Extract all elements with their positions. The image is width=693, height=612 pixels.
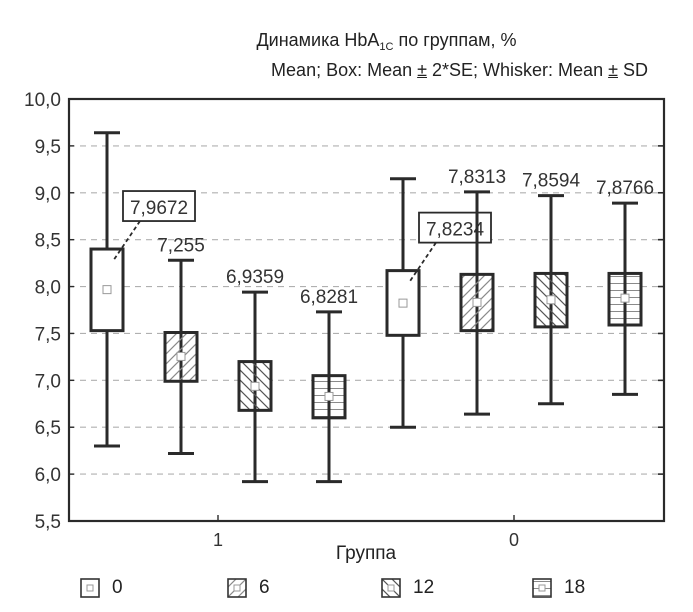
y-tick-label: 6,5 (35, 418, 61, 439)
legend-swatch-horizontal-icon (532, 578, 552, 598)
y-tick-label: 9,5 (35, 137, 61, 158)
mean-marker (102, 285, 112, 295)
value-label: 6,9359 (226, 267, 284, 288)
box-item: 7,255 (157, 235, 205, 455)
legend-label: 6 (259, 577, 270, 598)
value-label: 7,255 (157, 235, 205, 256)
box-item: 7,8234 (385, 177, 492, 429)
legend-label: 0 (112, 577, 123, 598)
value-label-box (122, 190, 196, 222)
box-item: 7,8594 (522, 171, 581, 406)
box (237, 360, 273, 412)
box-series: 7,9672 7,255 6,9359 6,8281 7,8234 7,8313 7,859… (89, 131, 654, 484)
y-tick-label: 5,5 (35, 512, 61, 533)
value-label-leader (408, 242, 437, 284)
value-label: 7,8234 (426, 220, 485, 241)
box-item: 7,8313 (448, 167, 506, 416)
title-text: Динамика HbA (256, 30, 380, 50)
legend-item-6: 6 (227, 577, 270, 599)
value-label-leader (112, 220, 141, 262)
mean-marker (546, 295, 556, 305)
legend-item-12: 12 (381, 577, 434, 599)
y-tick-label: 7,0 (35, 371, 61, 392)
box-item: 7,8766 (596, 178, 654, 396)
mean-marker (324, 391, 334, 401)
y-axis: 10,0 9,5 9,0 8,5 8,0 7,5 7,0 6,5 6,0 5,5 (24, 90, 74, 533)
y-tick-label: 10,0 (24, 90, 61, 111)
legend-item-0: 0 (80, 577, 123, 599)
legend-swatch-plain-icon (80, 578, 100, 598)
legend-item-18: 18 (532, 577, 585, 599)
y-tick-label: 8,5 (35, 231, 61, 252)
x-axis-label: Группа (336, 543, 397, 564)
legend-swatch-diag-down-icon (381, 578, 401, 598)
chart-subtitle: Mean; Box: Mean ± 2*SE; Whisker: Mean ± … (0, 60, 693, 81)
chart-title: Динамика HbA1C по группам, % (0, 30, 693, 53)
legend-label: 12 (413, 577, 435, 598)
y-tick-label: 9,0 (35, 184, 61, 205)
box-item: 6,8281 (300, 287, 358, 484)
subtitle-part: Mean; Box: Mean (271, 60, 418, 80)
plus-minus-sign: ± (417, 60, 428, 80)
mean-marker (620, 293, 630, 303)
plot-frame (67, 97, 666, 523)
mean-marker (176, 351, 186, 361)
mean-marker (398, 298, 408, 308)
legend: 0 6 12 18 (0, 577, 693, 607)
value-label: 7,8313 (448, 167, 506, 188)
legend-label: 18 (564, 577, 586, 598)
y-tick-label: 6,0 (35, 465, 61, 486)
x-tick-label: 1 (213, 530, 223, 550)
box-plot: 10,0 9,5 9,0 8,5 8,0 7,5 7,0 6,5 6,0 5,5 1 0 7,967… (24, 90, 666, 564)
y-tick-label: 8,0 (35, 278, 61, 299)
mean-marker (250, 381, 260, 391)
box-item: 7,9672 (89, 131, 196, 448)
value-label-box (418, 211, 492, 244)
value-label: 7,9672 (130, 198, 188, 219)
mean-marker (472, 297, 482, 307)
plus-minus-sign: ± (608, 60, 618, 80)
y-tick-label: 7,5 (35, 324, 61, 345)
subtitle-part: SD (617, 60, 648, 80)
value-label: 6,8281 (300, 287, 358, 308)
subtitle-part: 2*SE; Whisker: Mean (427, 60, 609, 80)
title-suffix: по группам, % (393, 30, 517, 50)
value-label: 7,8594 (522, 171, 581, 192)
legend-swatch-diag-up-icon (227, 578, 247, 598)
box-item: 6,9359 (226, 267, 284, 484)
x-tick-label: 0 (509, 530, 519, 550)
title-subscript: 1C (379, 41, 394, 53)
value-label: 7,8766 (596, 178, 654, 199)
